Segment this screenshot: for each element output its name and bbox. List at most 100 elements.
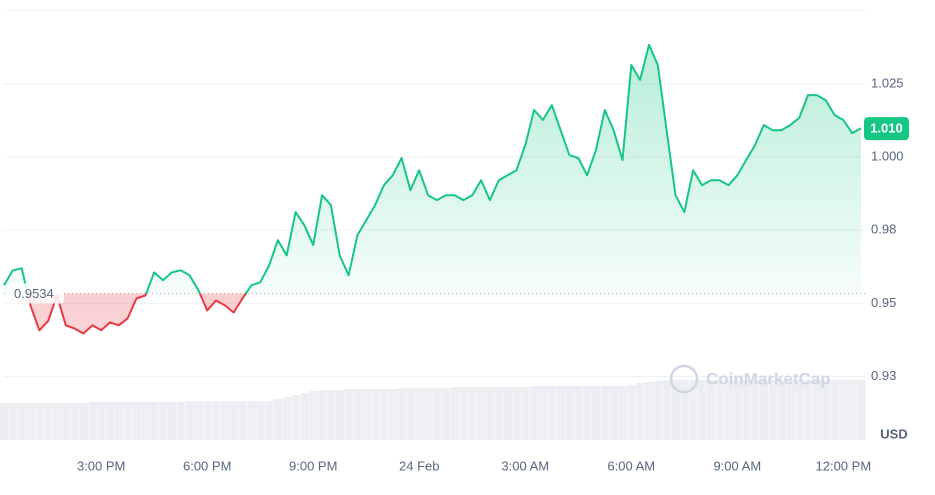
y-tick-label: 0.95 bbox=[871, 295, 896, 310]
volume-bar bbox=[662, 380, 672, 440]
volume-bar bbox=[273, 399, 283, 440]
volume-bar bbox=[441, 388, 451, 440]
volume-bar bbox=[88, 402, 97, 440]
volume-bar bbox=[256, 401, 265, 440]
volume-bar bbox=[821, 380, 831, 440]
volume-bar bbox=[804, 380, 813, 440]
volume-bar bbox=[344, 389, 354, 440]
x-tick-label: 24 Feb bbox=[399, 458, 439, 473]
volume-bar bbox=[786, 380, 795, 440]
volume-bar bbox=[185, 401, 195, 440]
volume-bar bbox=[114, 402, 124, 440]
volume-bar bbox=[406, 388, 415, 440]
volume-bar bbox=[539, 386, 548, 440]
volume-bar bbox=[388, 389, 398, 440]
volume-bar bbox=[415, 388, 424, 440]
volume-bar bbox=[459, 387, 468, 440]
volume-bar bbox=[521, 387, 530, 440]
x-tick-label: 3:00 AM bbox=[501, 458, 549, 473]
volume-bar bbox=[379, 389, 389, 440]
volume-bar bbox=[689, 380, 698, 440]
volume-bar bbox=[229, 401, 239, 440]
y-tick-label: 1.000 bbox=[871, 149, 904, 164]
x-tick-label: 12:00 PM bbox=[816, 458, 872, 473]
volume-bar bbox=[450, 387, 460, 440]
volume-bar bbox=[645, 382, 654, 440]
price-area bbox=[4, 44, 861, 334]
volume-bar bbox=[618, 386, 627, 440]
volume-bar bbox=[371, 389, 380, 440]
volume-bar bbox=[70, 403, 80, 440]
volume-bar bbox=[627, 385, 636, 440]
volume-bar bbox=[0, 403, 9, 440]
volume-bar bbox=[477, 387, 486, 440]
volume-bar bbox=[141, 402, 150, 440]
y-tick-label: 0.98 bbox=[871, 222, 896, 237]
volume-bar bbox=[547, 386, 557, 440]
volume-bar bbox=[212, 401, 221, 440]
volume-bar bbox=[61, 403, 71, 440]
volume-bar bbox=[220, 401, 230, 440]
volume-bar bbox=[309, 391, 318, 440]
current-price-label: 1.010 bbox=[870, 121, 903, 136]
volume-bar bbox=[698, 380, 707, 440]
volume-bar bbox=[326, 390, 336, 440]
volume-bar bbox=[123, 402, 133, 440]
volume-bar bbox=[353, 389, 362, 440]
volume-bar bbox=[26, 403, 36, 440]
volume-bar bbox=[265, 401, 274, 440]
volume-bar bbox=[433, 388, 442, 440]
volume-bar bbox=[839, 380, 848, 440]
volume-bar bbox=[768, 380, 778, 440]
watermark-logo bbox=[669, 364, 699, 394]
volume-bar bbox=[132, 402, 142, 440]
volume-bar bbox=[300, 393, 309, 440]
price-line bbox=[3, 43, 862, 335]
baseline-label: 0.9534 bbox=[14, 286, 54, 301]
watermark: CoinMarketCap bbox=[706, 369, 831, 388]
x-tick-label: 9:00 AM bbox=[713, 458, 761, 473]
volume-bar bbox=[583, 386, 592, 440]
volume-bar bbox=[830, 380, 840, 440]
volume-bar bbox=[636, 383, 645, 440]
volume-bar bbox=[680, 380, 689, 440]
volume-bar bbox=[194, 401, 203, 440]
volume-bar bbox=[150, 402, 159, 440]
volume-bar bbox=[106, 402, 115, 440]
volume-bar bbox=[600, 386, 610, 440]
volume-bar bbox=[530, 386, 539, 440]
volume-bar bbox=[653, 381, 663, 440]
volume-bar bbox=[715, 380, 725, 440]
x-tick-label: 6:00 AM bbox=[607, 458, 655, 473]
volume-bar bbox=[777, 380, 787, 440]
volume-bar bbox=[35, 403, 44, 440]
y-tick-label: 0.93 bbox=[871, 368, 896, 383]
volume-bar bbox=[167, 402, 177, 440]
baseline-label-bg bbox=[8, 283, 64, 304]
volume-bar bbox=[79, 403, 89, 440]
volume-bar bbox=[282, 397, 292, 440]
volume-bar bbox=[706, 380, 716, 440]
current-price-tag bbox=[864, 117, 909, 141]
volume-bar bbox=[848, 380, 857, 440]
volume-bar bbox=[397, 388, 407, 440]
volume-bar bbox=[159, 402, 168, 440]
volume-bar bbox=[733, 380, 742, 440]
volume-bar bbox=[203, 401, 212, 440]
volume-bar bbox=[486, 387, 495, 440]
volume-bar bbox=[751, 380, 760, 440]
volume-bar bbox=[335, 390, 345, 440]
volume-bar bbox=[238, 401, 248, 440]
volume-bar bbox=[565, 386, 574, 440]
volume-bar bbox=[176, 402, 186, 440]
volume-bar bbox=[468, 387, 477, 440]
volume-bar bbox=[574, 386, 583, 440]
volume-bar bbox=[795, 380, 804, 440]
volume-bar bbox=[609, 386, 619, 440]
volume-bar bbox=[362, 389, 371, 440]
volume-bar bbox=[17, 403, 27, 440]
x-tick-label: 6:00 PM bbox=[183, 458, 231, 473]
volume-bar bbox=[247, 401, 256, 440]
volume-bar bbox=[671, 380, 680, 440]
